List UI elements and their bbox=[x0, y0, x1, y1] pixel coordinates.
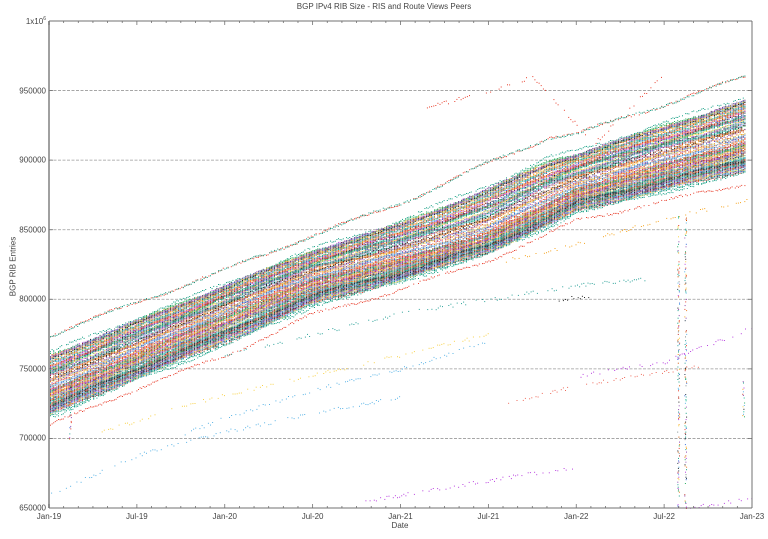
data-points bbox=[49, 76, 752, 510]
plot-area bbox=[0, 0, 768, 539]
